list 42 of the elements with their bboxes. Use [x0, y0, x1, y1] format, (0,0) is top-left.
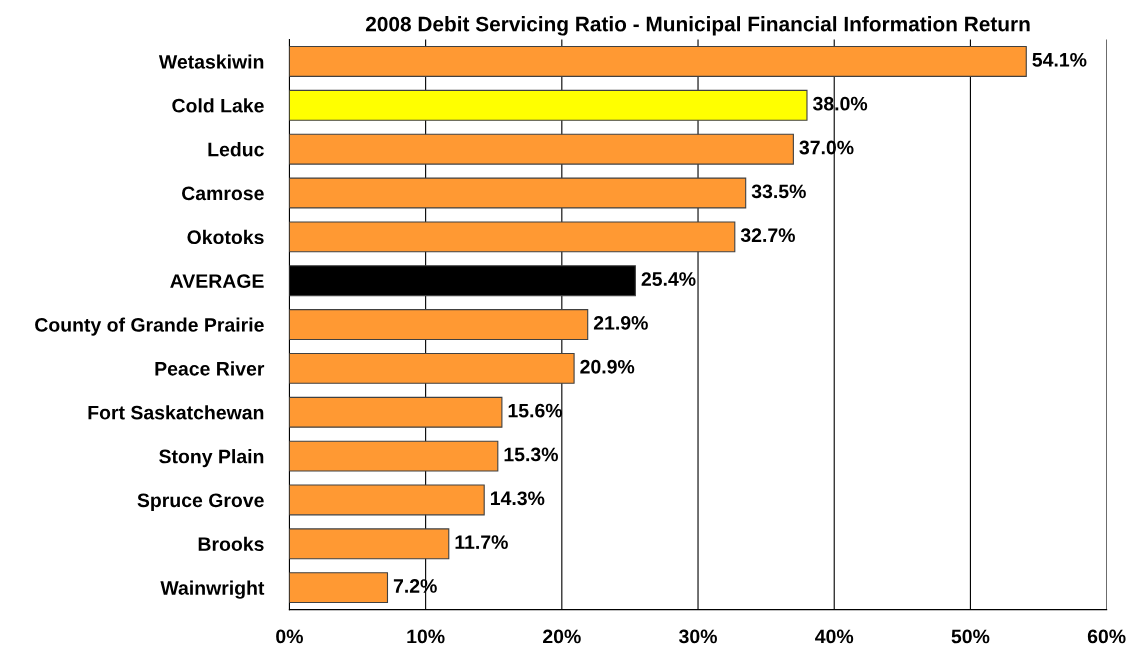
y-tick-label: Brooks	[198, 536, 264, 552]
y-tick-label: Peace River	[155, 361, 265, 376]
x-tick-label: 0%	[276, 629, 303, 644]
y-tick-label: County of Grande Prairie	[35, 317, 264, 336]
y-tick-label: Fort Saskatchewan	[88, 405, 264, 420]
bar	[289, 352, 575, 384]
bar	[289, 440, 499, 472]
x-tick-label: 60%	[1087, 629, 1126, 644]
data-label: 25.4%	[641, 272, 696, 286]
bar	[289, 572, 389, 604]
y-tick-label: Wetaskiwin	[158, 54, 264, 69]
bar	[289, 484, 485, 516]
bar	[289, 89, 808, 121]
chart-title: 2008 Debit Servicing Ratio - Municipal Financial Information Return	[365, 16, 1030, 36]
x-tick-label: 10%	[407, 629, 445, 644]
y-tick-label: Stony Plain	[159, 449, 264, 468]
y-tick-label: AVERAGE	[170, 274, 264, 288]
bar	[289, 396, 503, 428]
bar	[289, 528, 450, 560]
data-label: 15.3%	[504, 447, 558, 462]
data-label: 21.9%	[593, 316, 648, 330]
data-label: 11.7%	[455, 535, 508, 549]
bar	[289, 46, 1027, 77]
data-label: 33.5%	[751, 184, 806, 199]
data-label: 20.9%	[580, 359, 635, 374]
y-tick-label: Camrose	[182, 186, 264, 201]
y-tick-label: Cold Lake	[172, 98, 264, 113]
data-label: 54.1%	[1032, 52, 1087, 67]
bar	[289, 177, 747, 209]
bar	[289, 221, 736, 253]
y-tick-label: Leduc	[208, 142, 264, 157]
x-tick-label: 40%	[815, 629, 854, 644]
x-tick-label: 20%	[543, 629, 581, 644]
y-tick-label: Okotoks	[187, 229, 264, 245]
y-tick-label: Wainwright	[160, 580, 265, 599]
data-label: 32.7%	[740, 228, 795, 243]
bar	[289, 133, 794, 165]
data-label: 14.3%	[490, 491, 545, 506]
x-tick-label: 50%	[951, 629, 990, 644]
x-tick-label: 30%	[679, 629, 717, 644]
bar	[289, 309, 589, 341]
y-tick-label: Spruce Grove	[137, 493, 264, 512]
